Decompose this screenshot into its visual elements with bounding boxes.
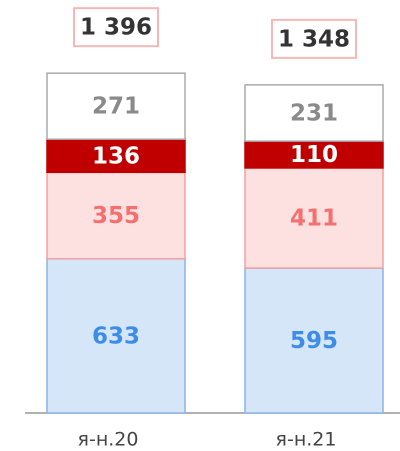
data-label: 633 bbox=[92, 323, 140, 349]
total-box bbox=[73, 7, 159, 48]
x-tick-label: я-н.21 bbox=[276, 429, 337, 451]
data-label: 110 bbox=[290, 142, 338, 168]
data-label: 231 bbox=[290, 101, 338, 127]
bar-segment bbox=[244, 140, 384, 169]
total-label: 1 348 bbox=[278, 26, 350, 52]
bar-segment bbox=[244, 267, 384, 414]
data-label: 595 bbox=[290, 328, 338, 354]
data-label: 355 bbox=[92, 203, 140, 229]
bar-segment bbox=[244, 84, 384, 142]
data-label: 136 bbox=[92, 143, 140, 169]
x-tick-label: я-н.20 bbox=[78, 429, 139, 451]
data-label: 271 bbox=[92, 94, 140, 120]
bar-segment bbox=[244, 167, 384, 269]
total-label: 1 396 bbox=[80, 15, 152, 41]
bar-segment bbox=[46, 72, 186, 140]
data-label: 411 bbox=[290, 205, 338, 231]
bar-segment bbox=[46, 171, 186, 260]
total-box bbox=[271, 18, 357, 59]
bar-segment bbox=[46, 258, 186, 414]
